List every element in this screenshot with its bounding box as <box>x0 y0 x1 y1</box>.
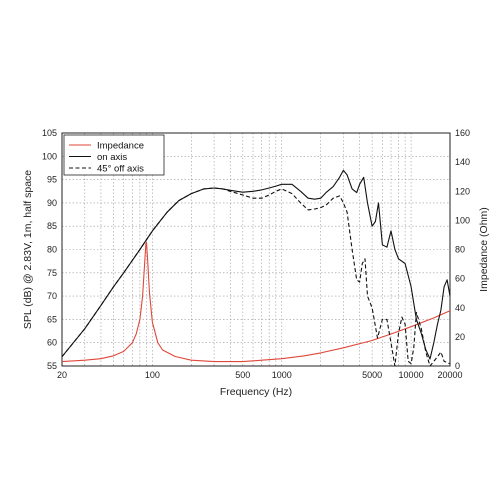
x-tick-label: 500 <box>235 370 250 380</box>
y-tick-label: 85 <box>47 221 57 231</box>
y-axis-label: SPL (dB) @ 2.83V, 1m, half space <box>22 170 34 329</box>
y-axis-ticks: 55 60 65 70 75 80 85 90 95 100 105 <box>42 128 57 371</box>
y2-tick-label: 40 <box>455 303 465 313</box>
legend-label-1: on axis <box>97 152 127 163</box>
y2-tick-label: 140 <box>455 157 470 167</box>
x-axis-ticks: 20 100 500 1000 5000 10000 20000 <box>57 370 463 380</box>
legend-label-0: Impedance <box>97 141 144 152</box>
y-tick-label: 105 <box>42 128 57 138</box>
y2-tick-label: 20 <box>455 332 465 342</box>
x-tick-label: 100 <box>145 370 160 380</box>
x-tick-label: 10000 <box>399 370 424 380</box>
y-tick-label: 95 <box>47 175 57 185</box>
legend-box <box>63 134 165 176</box>
y2-axis-label: Impedance (Ohm) <box>478 207 490 292</box>
y-tick-label: 100 <box>42 151 57 161</box>
y2-tick-label: 160 <box>455 128 470 138</box>
x-axis-label: Frequency (Hz) <box>220 386 292 398</box>
y2-tick-label: 120 <box>455 186 470 196</box>
plot-area-frame <box>61 132 451 367</box>
y-tick-label: 60 <box>47 338 57 348</box>
y2-axis-ticks: 0 20 40 60 80 100 120 140 160 <box>455 128 470 371</box>
y-tick-label: 90 <box>47 198 57 208</box>
x-tick-label: 20 <box>57 370 67 380</box>
grid <box>62 133 450 366</box>
y-tick-label: 55 <box>47 361 57 371</box>
y-tick-label: 70 <box>47 291 57 301</box>
series-lines <box>61 169 451 367</box>
x-tick-label: 1000 <box>272 370 292 380</box>
y2-tick-label: 0 <box>455 361 460 371</box>
y2-tick-label: 60 <box>455 274 465 284</box>
y-tick-label: 65 <box>47 314 57 324</box>
y-tick-label: 80 <box>47 245 57 255</box>
series-line-0 <box>61 241 451 363</box>
y2-tick-label: 80 <box>455 245 465 255</box>
x-tick-label: 5000 <box>362 370 382 380</box>
y2-tick-label: 100 <box>455 215 470 225</box>
x-tick-label: 20000 <box>437 370 462 380</box>
series-line-2 <box>61 187 451 367</box>
legend-label-2: 45° off axis <box>97 164 144 175</box>
y-tick-label: 75 <box>47 268 57 278</box>
